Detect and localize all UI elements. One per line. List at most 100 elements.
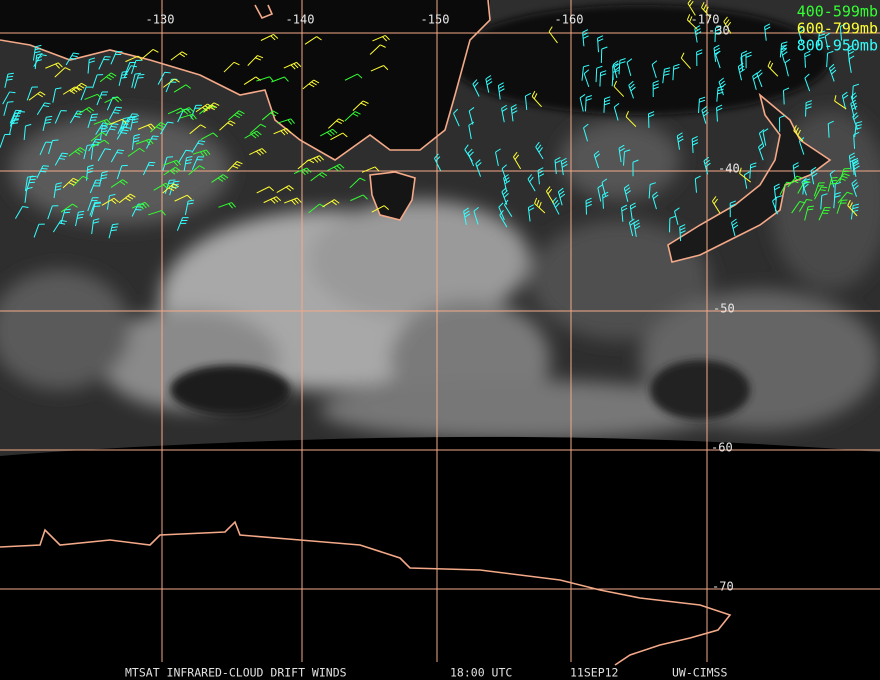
barb-flag: [286, 128, 292, 134]
barb-flag: [473, 206, 479, 212]
barb-shaft: [613, 106, 619, 121]
barb-flag: [725, 19, 730, 25]
wind-barb: [249, 123, 267, 134]
wind-barb: [178, 149, 192, 163]
barb-flag: [129, 193, 136, 198]
barb-shaft: [501, 191, 508, 205]
barb-flag: [604, 96, 611, 100]
barb-flag: [130, 65, 137, 68]
wind-barb: [146, 135, 159, 149]
barb-flag: [854, 165, 860, 170]
barb-shaft: [463, 211, 467, 225]
barb-flag: [699, 99, 706, 103]
wind-barb: [256, 186, 275, 194]
wind-barb: [157, 71, 171, 85]
latitude-label: -60: [711, 441, 733, 455]
wind-barb: [602, 191, 609, 209]
barb-shaft: [847, 205, 858, 217]
wind-barb: [45, 62, 63, 69]
barb-flag: [619, 61, 626, 64]
barb-flag: [711, 196, 717, 202]
barb-flag: [819, 189, 826, 191]
barb-flag: [510, 104, 517, 108]
barb-flag: [798, 28, 805, 34]
barb-shaft: [260, 33, 274, 41]
wind-barb: [125, 55, 143, 63]
barb-flag: [220, 175, 226, 181]
footer-text: MTSAT INFRARED-CLOUD DRIFT WINDS: [125, 666, 347, 680]
barb-shaft: [731, 222, 736, 237]
barb-flag: [255, 76, 261, 81]
barb-shaft: [850, 96, 857, 110]
barb-flag: [72, 88, 78, 93]
barb-flag: [435, 156, 441, 162]
wind-barb: [263, 196, 282, 204]
wind-barb: [652, 80, 659, 97]
barb-flag: [714, 50, 721, 55]
barb-shaft: [276, 185, 290, 194]
barb-flag: [745, 54, 752, 58]
wind-barb: [163, 159, 182, 167]
barb-flag: [273, 34, 279, 39]
wind-barb: [91, 139, 110, 148]
barb-flag: [842, 94, 849, 99]
barb-flag: [701, 1, 705, 8]
barb-shaft: [87, 197, 93, 212]
barb-flag: [695, 28, 701, 33]
barb-shaft: [297, 159, 309, 170]
barb-shaft: [219, 120, 231, 131]
barb-flag: [467, 148, 473, 154]
wind-barb: [813, 182, 825, 197]
barb-flag: [830, 182, 837, 185]
barb-flag: [100, 177, 107, 180]
barb-flag: [799, 201, 806, 204]
barb-shaft: [26, 86, 33, 101]
wind-barb: [125, 113, 138, 127]
barb-flag: [762, 128, 769, 133]
barb-flag: [632, 159, 639, 163]
wind-barb: [226, 161, 243, 172]
barb-flag: [384, 35, 390, 41]
barb-flag: [110, 229, 117, 232]
barb-shaft: [501, 168, 508, 183]
barb-flag: [176, 160, 182, 166]
barb-flag: [121, 118, 127, 124]
wind-barb: [293, 167, 312, 176]
barb-flag: [255, 57, 262, 61]
barb-flag: [843, 173, 850, 177]
barb-shaft: [91, 139, 105, 148]
barb-shaft: [361, 166, 376, 173]
barb-flag: [583, 69, 590, 75]
barb-flag: [133, 133, 140, 137]
barb-flag: [331, 200, 337, 206]
wind-barb: [501, 187, 509, 205]
barb-flag: [726, 21, 732, 28]
barb-flag: [679, 227, 686, 231]
barb-shaft: [167, 107, 182, 115]
wind-barb: [322, 199, 340, 208]
barb-flag: [77, 149, 83, 154]
wind-barb: [764, 23, 771, 41]
barb-shaft: [39, 141, 47, 156]
barb-shaft: [797, 29, 803, 44]
barb-shaft: [527, 178, 536, 192]
barb-shaft: [468, 110, 474, 125]
barb-flag: [781, 44, 788, 48]
barb-flag: [579, 94, 586, 99]
barb-shaft: [124, 62, 131, 76]
wind-barb: [810, 166, 818, 185]
wind-barb: [118, 70, 129, 86]
barb-flag: [648, 111, 655, 115]
barb-flag: [74, 150, 81, 155]
barb-flag: [583, 123, 589, 129]
wind-barb: [701, 106, 709, 124]
latitude-label: -70: [712, 580, 734, 594]
barb-flag: [673, 63, 680, 67]
barb-flag: [529, 176, 534, 183]
wind-barb: [110, 149, 125, 163]
barb-shaft: [62, 177, 74, 189]
barb-shaft: [45, 62, 59, 69]
barb-flag: [338, 118, 345, 122]
wind-barb: [652, 191, 659, 210]
wind-barb: [228, 110, 245, 121]
